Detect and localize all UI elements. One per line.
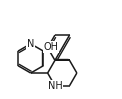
Text: N: N [27,39,34,49]
Text: OH: OH [43,42,58,52]
Text: NH: NH [48,81,62,91]
Text: N: N [27,39,34,49]
